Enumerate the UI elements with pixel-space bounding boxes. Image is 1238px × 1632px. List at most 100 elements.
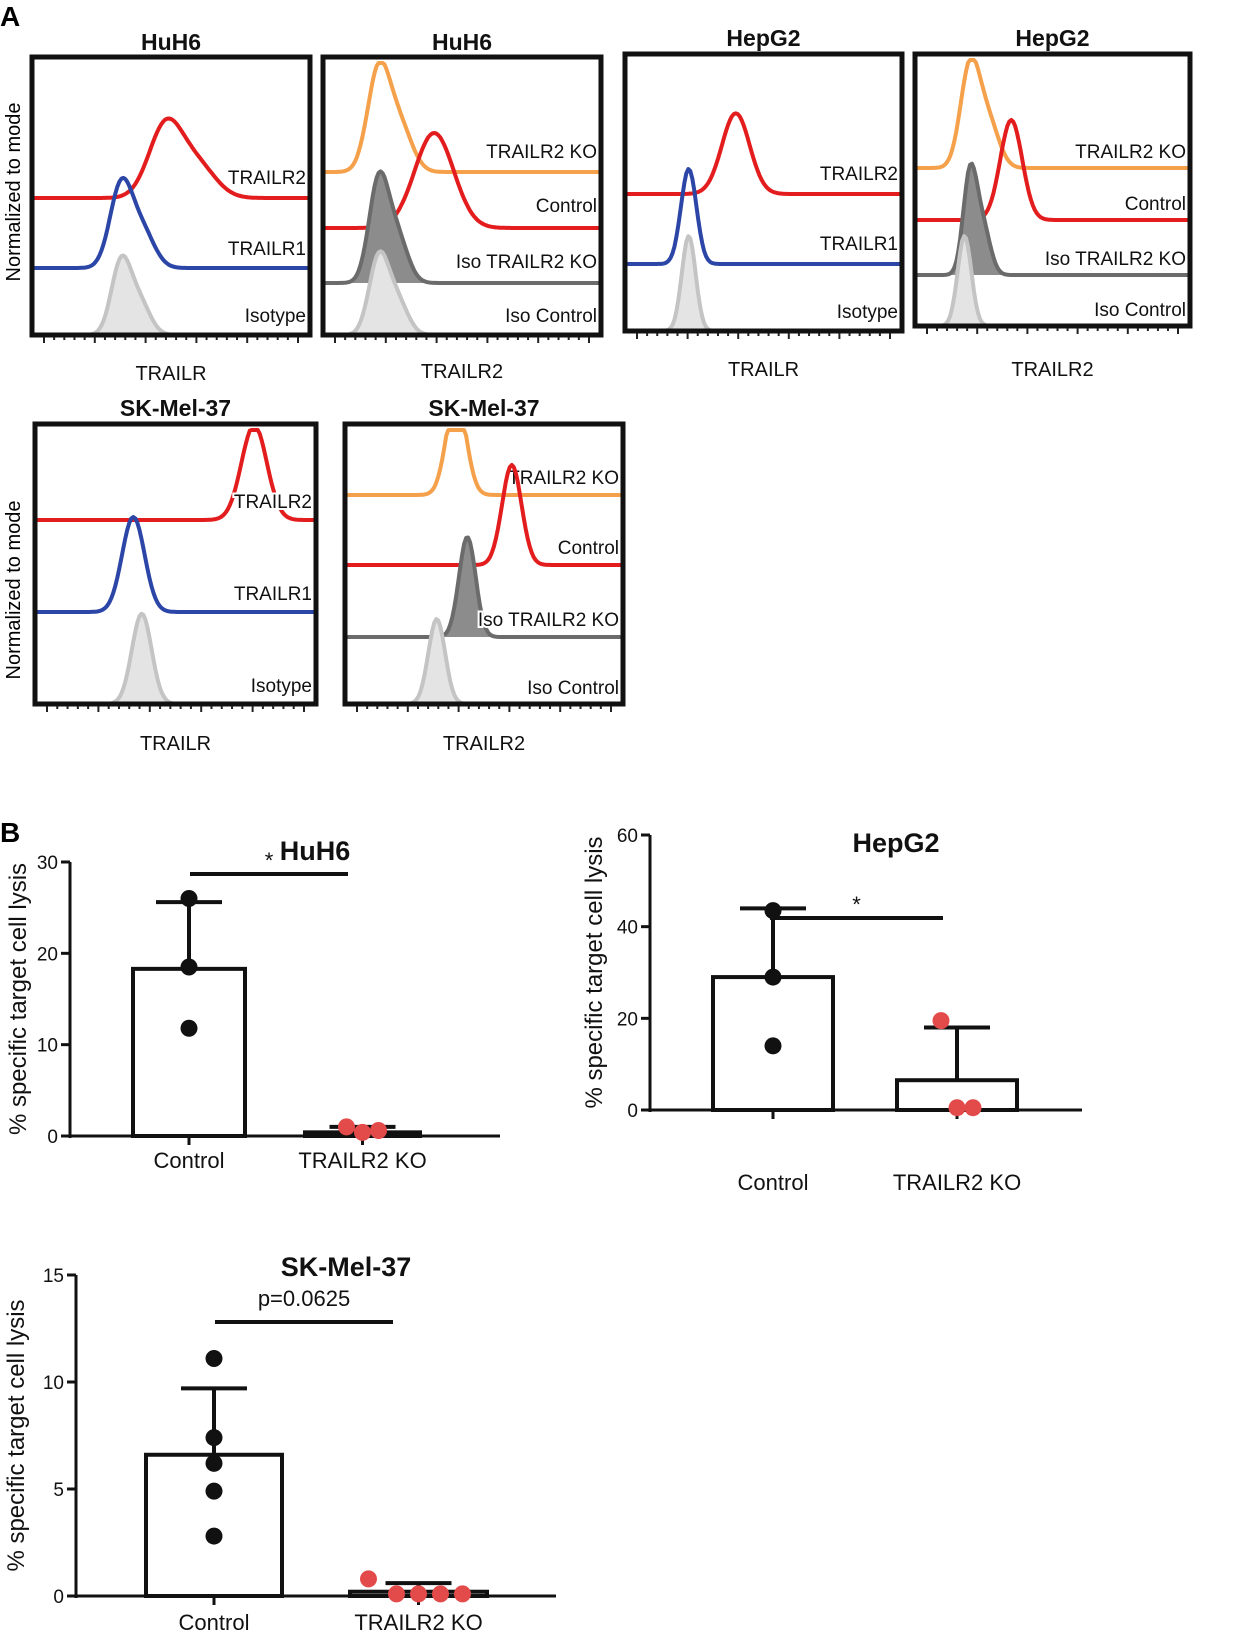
panel-label-a: A xyxy=(0,1,20,32)
y-tick-label: 20 xyxy=(617,1009,638,1030)
histogram-trace-label: Iso TRAILR2 KO xyxy=(478,610,619,631)
histogram-panel-4: SK-Mel-37 TRAILR TRAILR2 TRAILR1 Isotype xyxy=(32,395,319,755)
bar-chart-0: HuH6 % specific target cell lysis 0 10 20 30 C… xyxy=(5,836,500,1173)
histogram-trace-label: TRAILR2 KO xyxy=(1075,142,1186,163)
histogram-trace-label: TRAILR1 xyxy=(820,234,898,255)
histogram-xlabel: TRAILR xyxy=(135,363,206,385)
histogram-ylabel-top: Normalized to mode xyxy=(3,103,25,282)
histogram-frame xyxy=(29,54,313,338)
data-point xyxy=(764,902,782,920)
data-point xyxy=(360,1570,377,1588)
histogram-panel-1: HuH6 TRAILR2 TRAILR2 KO Control Iso TRAILR2 … xyxy=(320,29,604,383)
histogram-trace-label: Isotype xyxy=(245,306,306,327)
histogram-trace-label: Isotype xyxy=(837,302,898,323)
histogram-trace-label: Iso Control xyxy=(1094,300,1186,321)
y-tick-label: 0 xyxy=(627,1101,638,1122)
histogram-trace-label: TRAILR2 xyxy=(820,164,898,185)
data-point xyxy=(764,1037,782,1055)
histogram-trace-label: Iso Control xyxy=(527,678,619,699)
panel-label-b: B xyxy=(0,817,20,848)
data-point xyxy=(432,1585,449,1603)
category-label: TRAILR2 KO xyxy=(354,1610,482,1632)
histogram-trace-2 xyxy=(345,535,623,639)
histogram-fill-3 xyxy=(915,236,1190,326)
y-tick-label: 0 xyxy=(47,1127,58,1148)
histogram-trace-2 xyxy=(323,169,601,285)
histogram-trace-label: Control xyxy=(1125,194,1186,215)
histogram-title: SK-Mel-37 xyxy=(120,395,231,421)
histogram-trace-label: TRAILR2 KO xyxy=(508,468,619,489)
histogram-frame xyxy=(912,51,1193,329)
histogram-xlabel: TRAILR xyxy=(728,359,799,381)
histogram-frame xyxy=(622,51,905,334)
y-tick-label: 60 xyxy=(617,826,638,847)
histogram-trace-label: Iso Control xyxy=(505,306,597,327)
histogram-panel-2: HepG2 TRAILR TRAILR2 TRAILR1 Isotype xyxy=(622,25,905,381)
y-tick-label: 10 xyxy=(37,1036,58,1057)
data-point xyxy=(454,1585,471,1603)
histogram-fill-2 xyxy=(915,163,1190,275)
bar-0 xyxy=(131,966,247,1138)
data-point xyxy=(948,1099,966,1117)
histogram-xlabel: TRAILR xyxy=(140,733,211,755)
data-point xyxy=(932,1012,950,1030)
histogram-panel-5: SK-Mel-37 TRAILR2 TRAILR2 KO Control Iso TRA… xyxy=(342,395,626,755)
histogram-trace-label: Isotype xyxy=(251,676,312,697)
histogram-trace-label: Iso TRAILR2 KO xyxy=(1045,249,1186,270)
histogram-frame xyxy=(320,54,604,338)
data-point xyxy=(388,1585,405,1603)
histogram-xlabel: TRAILR2 xyxy=(1011,359,1093,381)
histogram-ylabel-bottom: Normalized to mode xyxy=(3,501,25,680)
histogram-trace-0 xyxy=(32,116,310,200)
histogram-title: HuH6 xyxy=(432,29,492,55)
bar-chart-2: SK-Mel-37 % specific target cell lysis 0 5 1… xyxy=(3,1252,556,1632)
histogram-trace-label: Control xyxy=(558,538,619,559)
significance-label: p=0.0625 xyxy=(258,1286,350,1311)
data-point xyxy=(354,1123,371,1141)
histogram-xlabel: TRAILR2 xyxy=(443,733,525,755)
histogram-trace-label: TRAILR1 xyxy=(234,584,312,605)
histogram-trace-label: Iso TRAILR2 KO xyxy=(456,252,597,273)
y-tick-label: 5 xyxy=(53,1480,64,1501)
category-label: TRAILR2 KO xyxy=(298,1148,426,1173)
data-point xyxy=(205,1527,223,1545)
histogram-frame xyxy=(342,421,626,707)
y-tick-label: 20 xyxy=(37,944,58,965)
histogram-fill-2 xyxy=(323,171,601,283)
data-point xyxy=(410,1585,427,1603)
histogram-fill-2 xyxy=(625,236,902,331)
histogram-trace-1 xyxy=(35,515,316,614)
histogram-trace-label: TRAILR2 xyxy=(234,492,312,513)
histogram-trace-0 xyxy=(35,428,316,522)
y-axis-label: % specific target cell lysis xyxy=(3,1299,30,1571)
histogram-trace-label: TRAILR2 xyxy=(228,168,306,189)
data-point xyxy=(180,958,198,976)
y-tick-label: 10 xyxy=(43,1373,64,1394)
bar-0 xyxy=(144,1452,284,1599)
histogram-trace-1 xyxy=(32,175,310,270)
data-point xyxy=(964,1099,982,1117)
y-tick-label: 15 xyxy=(43,1266,64,1287)
histogram-panels: HuH6 TRAILR TRAILR2 TRAILR1 Isotype HuH6 TRAIL… xyxy=(29,25,1193,755)
histogram-trace-0 xyxy=(915,58,1190,170)
histogram-trace-0 xyxy=(323,61,601,174)
y-tick-label: 0 xyxy=(53,1587,64,1608)
category-label: Control xyxy=(154,1148,225,1173)
histogram-panel-0: HuH6 TRAILR TRAILR2 TRAILR1 Isotype xyxy=(29,29,313,385)
category-label: Control xyxy=(179,1610,250,1632)
data-point xyxy=(370,1122,387,1140)
chart-title: SK-Mel-37 xyxy=(281,1252,412,1282)
data-point xyxy=(205,1454,223,1472)
y-tick-label: 40 xyxy=(617,918,638,939)
category-label: Control xyxy=(738,1170,809,1195)
histogram-title: SK-Mel-37 xyxy=(428,395,539,421)
histogram-trace-label: Control xyxy=(536,196,597,217)
histogram-trace-1 xyxy=(625,167,902,266)
data-point xyxy=(205,1349,223,1367)
data-point xyxy=(180,1019,198,1037)
histogram-trace-1 xyxy=(345,463,623,567)
chart-title: HepG2 xyxy=(852,828,939,858)
y-axis-label: % specific target cell lysis xyxy=(581,836,608,1108)
histogram-trace-0 xyxy=(345,428,623,497)
